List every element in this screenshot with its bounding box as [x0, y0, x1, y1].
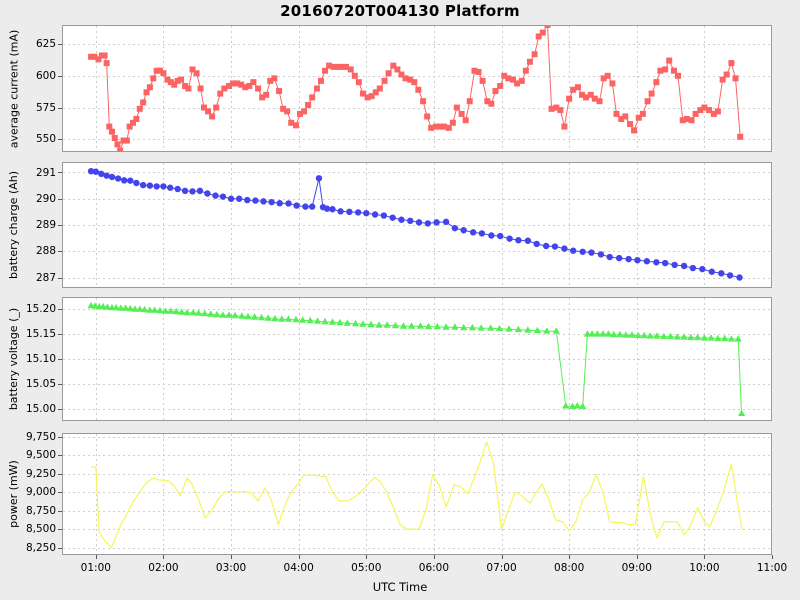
x-tick-label: 10:00	[689, 562, 720, 574]
x-tick-mark	[704, 555, 705, 559]
y-tick-mark	[58, 139, 62, 140]
y-axis-label-3: battery voltage (_)	[7, 307, 20, 411]
y-tick-label: 15.20	[25, 303, 56, 316]
plot-area-1	[62, 25, 772, 152]
y-tick-label: 15.10	[25, 353, 56, 365]
y-tick-label: 8,250	[25, 541, 56, 554]
y-tick-mark	[58, 225, 62, 226]
y-axis-label-1: average current (mA)	[7, 29, 20, 148]
y-tick-mark	[58, 474, 62, 475]
y-tick-label: 550	[35, 133, 56, 146]
y-tick-label: 9,500	[25, 449, 56, 462]
y-tick-mark	[58, 44, 62, 45]
x-tick-mark	[637, 555, 638, 559]
y-axis-label-4: power (mW)	[7, 460, 20, 528]
y-tick-mark	[58, 437, 62, 438]
y-tick-mark	[58, 359, 62, 360]
x-tick-mark	[502, 555, 503, 559]
x-tick-label: 03:00	[215, 562, 247, 574]
y-tick-mark	[58, 334, 62, 335]
x-tick-label: 04:00	[283, 562, 314, 574]
x-tick-mark	[434, 555, 435, 559]
x-tick-mark	[772, 555, 773, 559]
plot-area-4	[62, 433, 772, 555]
y-tick-label: 15.15	[25, 328, 56, 341]
x-tick-mark	[569, 555, 570, 559]
y-tick-mark	[58, 199, 62, 200]
y-tick-mark	[58, 409, 62, 410]
x-tick-mark	[299, 555, 300, 559]
x-tick-label: 05:00	[351, 562, 382, 574]
x-tick-label: 07:00	[486, 562, 517, 574]
y-tick-mark	[58, 278, 62, 279]
y-tick-label: 8,500	[25, 523, 56, 536]
y-tick-label: 9,250	[25, 467, 56, 480]
y-tick-label: 15.00	[25, 402, 56, 415]
y-axis-label-2: battery charge (Ah)	[7, 170, 20, 280]
x-tick-label: 11:00	[756, 562, 788, 574]
y-tick-mark	[58, 172, 62, 173]
y-tick-mark	[58, 455, 62, 456]
x-tick-label: 06:00	[418, 562, 450, 574]
y-tick-label: 291	[35, 166, 56, 179]
y-tick-mark	[58, 511, 62, 512]
y-tick-label: 575	[35, 101, 56, 114]
plot-area-2	[62, 162, 772, 288]
x-tick-label: 09:00	[621, 562, 652, 574]
y-tick-label: 287	[35, 271, 56, 284]
y-tick-label: 288	[35, 245, 56, 258]
y-tick-mark	[58, 548, 62, 549]
x-tick-mark	[231, 555, 232, 559]
y-tick-mark	[58, 384, 62, 385]
x-axis-label: UTC Time	[372, 580, 428, 594]
chart-title: 20160720T004130 Platform	[280, 2, 520, 20]
plot-area-3	[62, 297, 772, 421]
x-tick-label: 01:00	[80, 562, 111, 574]
y-tick-mark	[58, 529, 62, 530]
x-tick-label: 08:00	[554, 562, 585, 574]
y-tick-mark	[58, 108, 62, 109]
y-tick-label: 290	[35, 192, 56, 205]
x-tick-mark	[96, 555, 97, 559]
y-tick-label: 600	[35, 69, 56, 82]
y-tick-label: 9,750	[25, 430, 56, 443]
x-tick-mark	[366, 555, 367, 559]
y-tick-mark	[58, 251, 62, 252]
y-tick-mark	[58, 492, 62, 493]
y-tick-label: 9,000	[25, 486, 56, 499]
y-tick-label: 625	[35, 38, 56, 51]
y-tick-label: 15.05	[25, 377, 56, 390]
x-tick-mark	[163, 555, 164, 559]
x-tick-label: 02:00	[148, 562, 179, 574]
y-tick-mark	[58, 309, 62, 310]
y-tick-label: 8,750	[25, 504, 56, 517]
y-tick-label: 289	[35, 219, 56, 231]
y-tick-mark	[58, 76, 62, 77]
